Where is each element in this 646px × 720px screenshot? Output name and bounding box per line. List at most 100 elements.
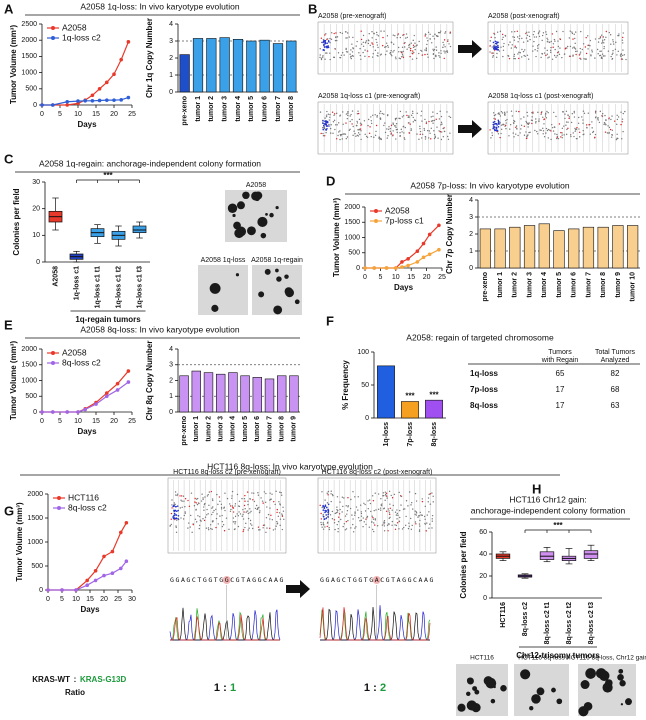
probe-dot	[386, 44, 389, 47]
probe-dot	[358, 128, 361, 131]
probe-dot	[386, 497, 388, 499]
probe-dot	[390, 49, 392, 52]
probe-dot	[495, 45, 497, 48]
y-tick-label: 0	[36, 259, 40, 266]
probe-dot	[386, 524, 389, 526]
probe-dot	[396, 509, 398, 511]
probe-dot	[231, 490, 234, 493]
probe-dot	[370, 135, 372, 138]
probe-dot	[405, 500, 408, 502]
data-point	[83, 407, 87, 412]
probe-dot	[327, 503, 330, 506]
probe-dot	[433, 38, 436, 40]
probe-dot	[391, 524, 393, 526]
probe-dot	[418, 40, 420, 43]
probe-dot	[404, 41, 406, 44]
probe-dot	[339, 114, 342, 116]
probe-dot	[514, 46, 516, 48]
probe-dot	[352, 491, 354, 493]
probe-dot	[331, 493, 334, 496]
probe-dot	[374, 519, 377, 521]
probe-dot	[389, 130, 392, 133]
probe-dot	[572, 38, 574, 40]
probe-dot	[345, 51, 348, 53]
probe-dot	[215, 526, 217, 529]
chart-title: HCT116 Chr12 gain:	[509, 494, 586, 504]
probe-dot	[436, 112, 438, 115]
probe-dot	[528, 122, 530, 125]
ratio-label: Ratio	[65, 688, 85, 697]
probe-dot	[334, 48, 336, 50]
probe-dot	[200, 520, 202, 522]
probe-dot	[515, 47, 518, 49]
probe-dot	[425, 121, 428, 123]
probe-dot	[499, 115, 502, 117]
probe-dot	[357, 496, 359, 498]
panel-label: E	[4, 317, 13, 332]
probe-dot	[364, 49, 366, 51]
probe-dot	[600, 56, 603, 58]
probe-dot	[329, 132, 332, 134]
probe-dot	[327, 490, 330, 493]
probe-dot	[412, 39, 414, 42]
legend-label: A2058	[385, 205, 410, 215]
probe-dot	[428, 120, 430, 123]
probe-dot	[376, 116, 378, 118]
probe-dot	[567, 121, 569, 123]
legend-label: 7p-loss c1	[385, 215, 424, 225]
probe-dot	[590, 55, 592, 57]
probe-dot	[366, 50, 369, 52]
probe-dot	[415, 514, 417, 516]
probe-dot	[618, 33, 620, 35]
x-tick-label: 30	[128, 596, 136, 603]
probe-dot	[281, 528, 284, 531]
probe-dot	[427, 56, 429, 58]
probe-dot	[359, 47, 361, 50]
probe-dot	[551, 33, 554, 35]
panel-label: C	[4, 151, 14, 166]
probe-dot	[589, 39, 592, 42]
probe-dot	[535, 36, 538, 38]
probe-dot	[526, 31, 528, 33]
probe-dot	[362, 34, 365, 37]
probe-dot	[274, 528, 277, 530]
probe-dot	[494, 129, 496, 132]
probe-dot	[257, 492, 259, 494]
probe-dot	[203, 506, 205, 508]
bar	[377, 365, 395, 419]
x-axis-label: Days	[77, 120, 97, 129]
y-tick-label: 4	[469, 197, 473, 204]
probe-dot	[367, 42, 370, 45]
probe-dot	[411, 524, 413, 527]
probe-dot	[320, 512, 322, 515]
probe-dot	[326, 38, 328, 40]
probe-dot	[620, 123, 622, 126]
probe-dot	[326, 125, 328, 127]
probe-dot	[430, 116, 432, 118]
mutation-highlight	[222, 576, 231, 584]
probe-dot	[370, 510, 372, 513]
probe-dot	[518, 37, 521, 40]
probe-dot	[320, 523, 323, 526]
probe-dot	[375, 124, 378, 127]
y-tick-label: 1	[469, 248, 473, 255]
probe-dot	[609, 128, 612, 131]
probe-dot	[493, 33, 496, 35]
y-tick-label: 1500	[344, 219, 360, 226]
probe-dot	[556, 133, 558, 136]
probe-dot	[232, 511, 235, 513]
probe-dot	[404, 508, 406, 510]
probe-dot	[327, 45, 330, 47]
probe-dot	[243, 511, 245, 513]
probe-dot	[340, 135, 342, 137]
probe-dot	[342, 525, 344, 528]
probe-dot	[190, 492, 193, 494]
probe-dot	[195, 502, 197, 504]
probe-dot	[337, 134, 339, 137]
probe-dot	[513, 53, 516, 56]
probe-dot	[597, 118, 599, 120]
probe-dot	[438, 52, 440, 54]
probe-dot	[365, 518, 367, 520]
probe-dot	[568, 117, 570, 120]
probe-dot	[426, 522, 428, 524]
